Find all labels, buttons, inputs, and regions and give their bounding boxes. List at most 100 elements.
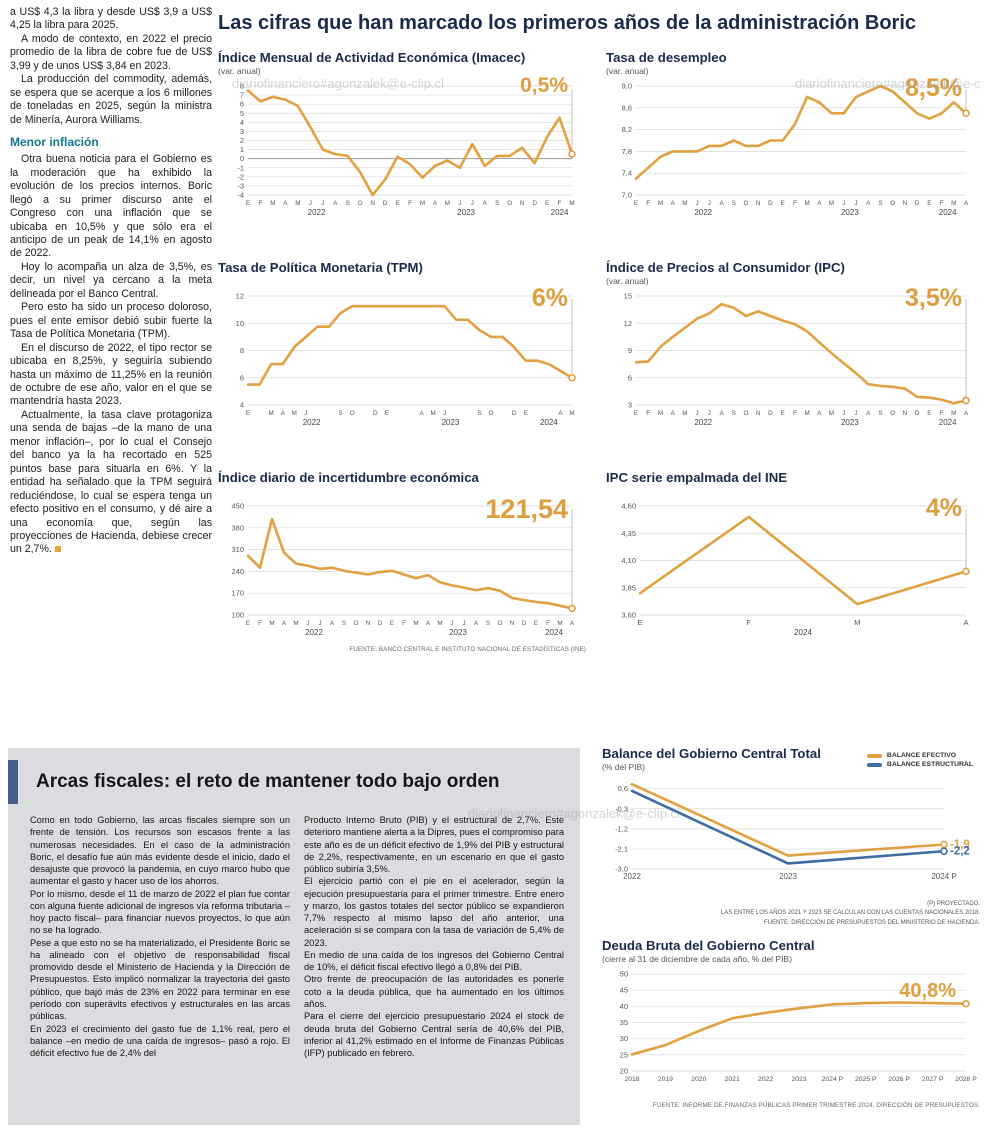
article-left-column: a US$ 4,3 la libra y desde US$ 3,9 a US$… xyxy=(10,6,212,557)
svg-text:-3,0: -3,0 xyxy=(615,865,628,874)
svg-text:M: M xyxy=(420,200,425,207)
svg-text:J: J xyxy=(708,200,711,207)
svg-text:D: D xyxy=(522,620,527,627)
svg-text:2: 2 xyxy=(240,136,244,145)
svg-text:-1,9: -1,9 xyxy=(950,839,970,851)
svg-text:F: F xyxy=(402,620,406,627)
svg-text:M: M xyxy=(413,620,418,627)
article-paragraph: Pero esto ha sido un proceso doloroso, p… xyxy=(10,301,212,341)
fiscal-panel-title: Arcas fiscales: el reto de mantener todo… xyxy=(36,771,500,792)
chart-note: LAS ENTRE LOS AÑOS 2021 Y 2023 SE CALCUL… xyxy=(720,910,980,917)
chart-subtitle xyxy=(218,276,586,287)
svg-text:J: J xyxy=(458,200,461,207)
svg-text:2024: 2024 xyxy=(540,418,558,427)
svg-text:F: F xyxy=(940,410,944,417)
svg-text:E: E xyxy=(524,410,528,417)
svg-text:F: F xyxy=(646,410,650,417)
svg-text:A: A xyxy=(419,410,424,417)
panel-paragraph: Otro frente de preocupación de las autor… xyxy=(304,974,564,1009)
svg-text:S: S xyxy=(486,620,490,627)
svg-text:A: A xyxy=(719,200,724,207)
svg-text:F: F xyxy=(646,200,650,207)
charts-grid: Índice Mensual de Actividad Económica (I… xyxy=(218,50,980,656)
ipc-ine-line-chart: 4,60 4,35 4,10 3,85 3,60 E F M A 2024 xyxy=(606,499,980,644)
svg-text:170: 170 xyxy=(231,589,244,598)
svg-text:M: M xyxy=(270,200,275,207)
svg-text:D: D xyxy=(512,410,517,417)
svg-text:2027 P: 2027 P xyxy=(922,1076,944,1083)
svg-text:J: J xyxy=(309,200,312,207)
svg-text:F: F xyxy=(259,200,263,207)
chart-subtitle xyxy=(606,486,980,497)
svg-text:A: A xyxy=(964,410,969,417)
svg-text:O: O xyxy=(744,410,749,417)
chart-title: Tasa de desempleo xyxy=(606,50,727,65)
balance-line-chart: 0,6 -0,3 -1,2 -2,1 -3,0 2022 2023 2024 P -1,9 -2,… xyxy=(602,775,980,898)
chart-balance: BALANCE EFECTIVO BALANCE ESTRUCTURAL Bal… xyxy=(602,746,980,928)
chart-end-value: 3,5% xyxy=(905,284,962,312)
svg-text:30: 30 xyxy=(620,1034,628,1043)
svg-text:A: A xyxy=(671,200,676,207)
svg-text:D: D xyxy=(915,410,920,417)
svg-text:A: A xyxy=(817,410,822,417)
svg-text:F: F xyxy=(793,200,797,207)
svg-text:2023: 2023 xyxy=(449,628,467,637)
svg-text:2022: 2022 xyxy=(308,208,326,217)
svg-text:A: A xyxy=(817,200,822,207)
svg-text:J: J xyxy=(471,200,474,207)
svg-text:100: 100 xyxy=(231,611,244,620)
panel-paragraph: En medio de una caída de los ingresos de… xyxy=(304,949,564,973)
svg-text:2023: 2023 xyxy=(442,418,460,427)
chart-note: (P) PROYECTADO. xyxy=(927,901,980,907)
svg-text:3: 3 xyxy=(240,127,244,136)
svg-text:J: J xyxy=(321,200,324,207)
chart-end-value: 0,5% xyxy=(520,74,568,97)
chart-ipc: Índice de Precios al Consumidor (IPC) (v… xyxy=(606,260,980,446)
panel-paragraph: Producto Interno Bruto (PIB) y el estruc… xyxy=(304,815,564,875)
svg-text:-0,3: -0,3 xyxy=(615,804,628,813)
svg-text:8,2: 8,2 xyxy=(622,125,632,134)
svg-text:4: 4 xyxy=(240,118,244,127)
svg-text:50: 50 xyxy=(620,970,628,979)
svg-text:E: E xyxy=(781,200,785,207)
svg-text:40: 40 xyxy=(620,1002,628,1011)
panel-paragraph: Para el cierre del ejercicio presupuesta… xyxy=(304,1011,564,1059)
svg-text:A: A xyxy=(281,410,286,417)
svg-text:3,60: 3,60 xyxy=(621,611,636,620)
svg-text:2028 P: 2028 P xyxy=(955,1076,977,1083)
svg-text:S: S xyxy=(878,200,882,207)
legend-label: BALANCE EFECTIVO xyxy=(886,752,957,759)
svg-text:M: M xyxy=(682,200,687,207)
svg-text:D: D xyxy=(915,200,920,207)
svg-text:15: 15 xyxy=(624,292,632,301)
svg-text:A: A xyxy=(964,200,969,207)
svg-text:2024: 2024 xyxy=(545,628,563,637)
chart-notes: (P) PROYECTADO. LAS ENTRE LOS AÑOS 2021 … xyxy=(602,900,980,928)
svg-text:2024: 2024 xyxy=(939,208,957,217)
svg-text:8,6: 8,6 xyxy=(622,103,632,112)
article-paragraph: a US$ 4,3 la libra y desde US$ 3,9 a US$… xyxy=(10,6,212,32)
svg-text:2024 P: 2024 P xyxy=(931,872,956,881)
svg-text:E: E xyxy=(246,410,250,417)
article-paragraph: Otra buena noticia para el Gobierno es l… xyxy=(10,153,212,260)
svg-text:2024: 2024 xyxy=(551,208,569,217)
svg-text:S: S xyxy=(342,620,346,627)
svg-text:D: D xyxy=(378,620,383,627)
svg-text:6: 6 xyxy=(240,100,244,109)
svg-text:J: J xyxy=(443,410,446,417)
fiscal-panel-body: Como en todo Gobierno, las arcas fiscale… xyxy=(8,814,564,1059)
svg-text:9: 9 xyxy=(628,346,632,355)
svg-text:8: 8 xyxy=(240,346,244,355)
svg-text:2023: 2023 xyxy=(779,872,797,881)
svg-text:E: E xyxy=(927,200,931,207)
svg-text:2023: 2023 xyxy=(841,418,859,427)
article-paragraph: En el discurso de 2022, el tipo rector s… xyxy=(10,341,212,408)
legend-swatch-estructural-icon xyxy=(866,762,882,767)
svg-text:O: O xyxy=(744,200,749,207)
svg-text:A: A xyxy=(570,620,575,627)
svg-text:3,85: 3,85 xyxy=(621,583,636,592)
chart-incertidumbre: Índice diario de incertidumbre económica… xyxy=(218,470,586,656)
chart-subtitle: (var. anual) xyxy=(606,276,649,286)
svg-text:A: A xyxy=(866,200,871,207)
